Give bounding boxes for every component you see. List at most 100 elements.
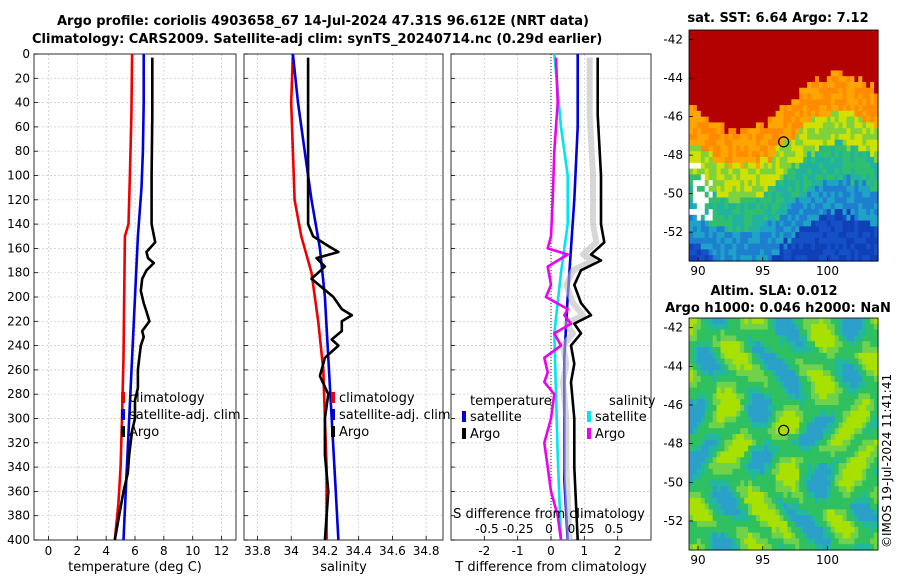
map-cell	[854, 474, 859, 481]
map-cell	[787, 526, 792, 534]
map-cell	[712, 405, 718, 412]
map-cell	[767, 364, 773, 371]
map-cell	[799, 203, 804, 210]
map-cell	[846, 463, 852, 470]
legend-label: Argo	[470, 427, 500, 442]
map-cell	[759, 53, 765, 60]
map-cell	[830, 99, 836, 106]
map-y-tick-label: -46	[663, 398, 683, 412]
map-cell	[716, 145, 722, 152]
map-cell	[752, 87, 757, 95]
map-cell	[696, 318, 702, 325]
map-cell	[874, 110, 879, 118]
map-cell	[874, 486, 879, 493]
map-cell	[795, 405, 800, 412]
map-cell	[748, 93, 753, 100]
map-cell	[858, 133, 863, 141]
map-cell	[846, 151, 852, 158]
series-argo	[113, 57, 157, 541]
map-cell	[744, 341, 749, 348]
map-cell	[700, 492, 706, 499]
map-cell	[740, 128, 745, 135]
map-cell	[767, 145, 773, 152]
map-cell	[815, 81, 820, 89]
map-cell	[724, 255, 729, 262]
y-tick-label: 280	[7, 387, 30, 401]
map-cell	[704, 509, 710, 516]
map-cell	[771, 243, 777, 251]
map-cell	[732, 249, 737, 256]
map-cell	[763, 532, 769, 539]
map-cell	[862, 145, 867, 152]
map-cell	[752, 341, 757, 348]
map-cell	[850, 434, 855, 441]
map-cell	[834, 474, 840, 481]
map-cell	[775, 434, 781, 441]
map-cell	[748, 81, 753, 89]
map-cell	[716, 139, 722, 147]
map-cell	[866, 255, 871, 262]
sst-map-frame	[688, 29, 879, 262]
map-cell	[874, 463, 879, 470]
map-cell	[752, 318, 757, 325]
map-cell	[724, 526, 729, 534]
map-cell	[787, 370, 792, 377]
map-cell	[767, 370, 773, 377]
map-cell	[689, 451, 694, 458]
map-cell	[779, 76, 785, 83]
map-cell	[850, 226, 855, 233]
map-cell	[708, 474, 714, 481]
map-cell	[783, 191, 789, 199]
map-cell	[787, 451, 792, 458]
map-cell	[783, 214, 789, 222]
map-cell	[858, 255, 863, 262]
map-cell	[704, 128, 710, 135]
map-cell	[696, 422, 702, 429]
map-cell	[818, 197, 824, 204]
map-cell	[830, 538, 836, 545]
map-cell	[759, 133, 765, 141]
map-cell	[811, 243, 816, 251]
map-cell	[759, 393, 765, 400]
map-cell	[724, 41, 729, 48]
map-cell	[763, 393, 769, 400]
map-cell	[728, 191, 733, 199]
map-cell	[732, 370, 737, 377]
map-cell	[716, 480, 722, 487]
x-axis-label: T difference from climatology	[454, 560, 647, 575]
map-cell	[732, 544, 737, 551]
map-cell	[826, 214, 832, 222]
map-cell	[755, 370, 761, 377]
map-cell	[862, 405, 867, 412]
sst-map-cells	[689, 30, 879, 262]
map-cell	[838, 439, 844, 447]
map-cell	[740, 249, 745, 256]
map-cell	[807, 180, 812, 187]
map-cell	[779, 318, 785, 325]
map-cell	[830, 405, 836, 412]
map-cell	[830, 174, 836, 181]
map-cell	[732, 480, 737, 487]
map-cell	[854, 255, 859, 262]
map-cell	[728, 93, 733, 100]
map-cell	[689, 214, 694, 222]
map-cell	[783, 381, 789, 389]
map-cell	[779, 197, 785, 204]
map-cell	[720, 381, 726, 389]
map-cell	[842, 358, 848, 365]
map-cell	[775, 139, 781, 147]
map-cell	[807, 323, 812, 331]
map-cell	[807, 209, 812, 216]
legend-swatch	[121, 409, 125, 420]
map-cell	[822, 87, 828, 95]
map-cell	[689, 509, 694, 516]
map-cell	[763, 410, 769, 418]
map-cell	[771, 497, 777, 505]
map-cell	[799, 538, 804, 545]
map-cell	[752, 468, 757, 476]
map-cell	[783, 399, 789, 406]
map-cell	[759, 439, 765, 447]
map-cell	[799, 457, 804, 464]
series-argo	[306, 57, 354, 541]
map-cell	[818, 232, 824, 239]
